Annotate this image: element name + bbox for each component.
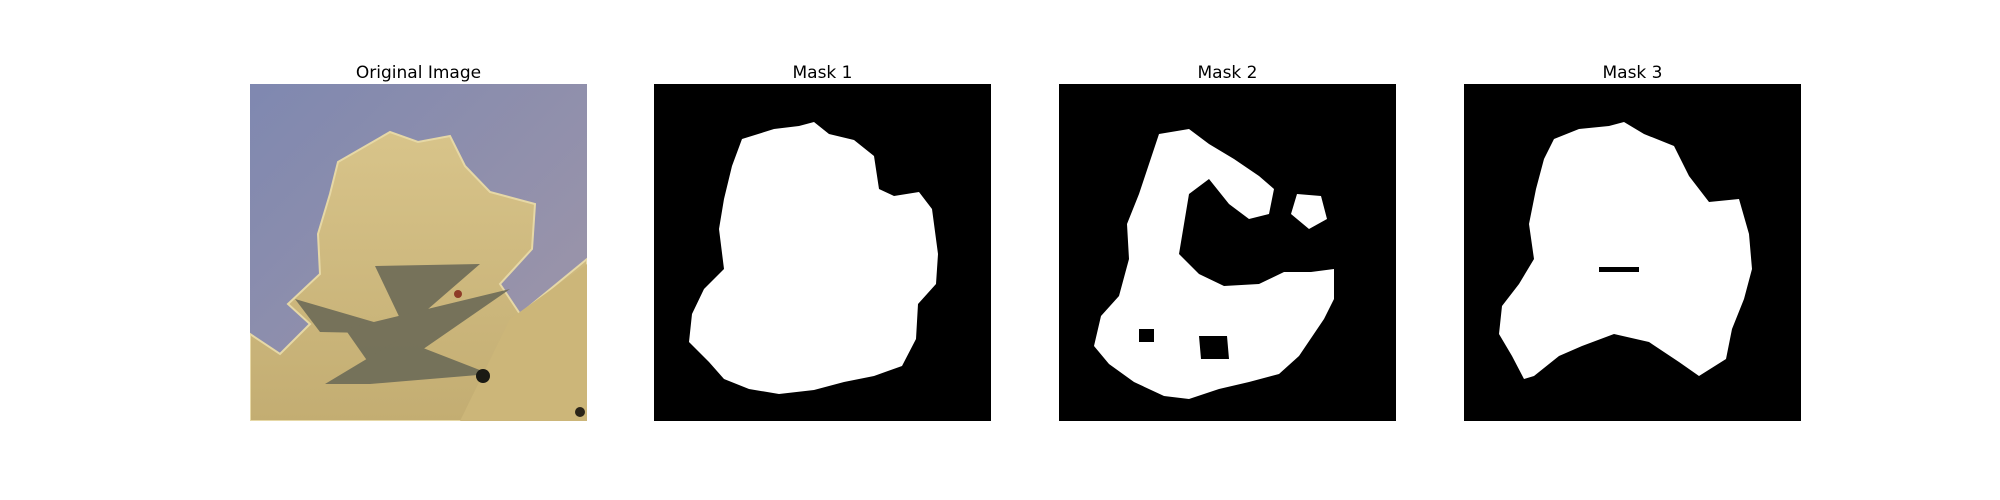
mask-1-image <box>654 84 991 421</box>
panel-original-image: Original Image <box>250 62 587 421</box>
panel-mask-3: Mask 3 <box>1464 62 1801 421</box>
panel-mask-1: Mask 1 <box>654 62 991 421</box>
dark-spot-small <box>575 407 585 417</box>
leaf-right-lobe <box>460 264 587 421</box>
mask-3-image <box>1464 84 1801 421</box>
mask-2-region <box>1094 129 1334 399</box>
red-spot <box>454 290 462 298</box>
mask-2-image <box>1059 84 1396 421</box>
panel-title-mask-2: Mask 2 <box>1197 63 1258 83</box>
original-image <box>250 84 587 421</box>
panel-title-mask-1: Mask 1 <box>792 63 853 83</box>
dark-spot <box>476 369 490 383</box>
overlay-shape <box>295 264 510 384</box>
mask-3-region <box>1499 122 1752 379</box>
mask-1-region <box>689 122 938 394</box>
panel-mask-2: Mask 2 <box>1059 62 1396 421</box>
panel-title-mask-3: Mask 3 <box>1602 63 1663 83</box>
panel-title-original: Original Image <box>355 63 482 83</box>
mask-2-blob <box>1291 194 1327 229</box>
